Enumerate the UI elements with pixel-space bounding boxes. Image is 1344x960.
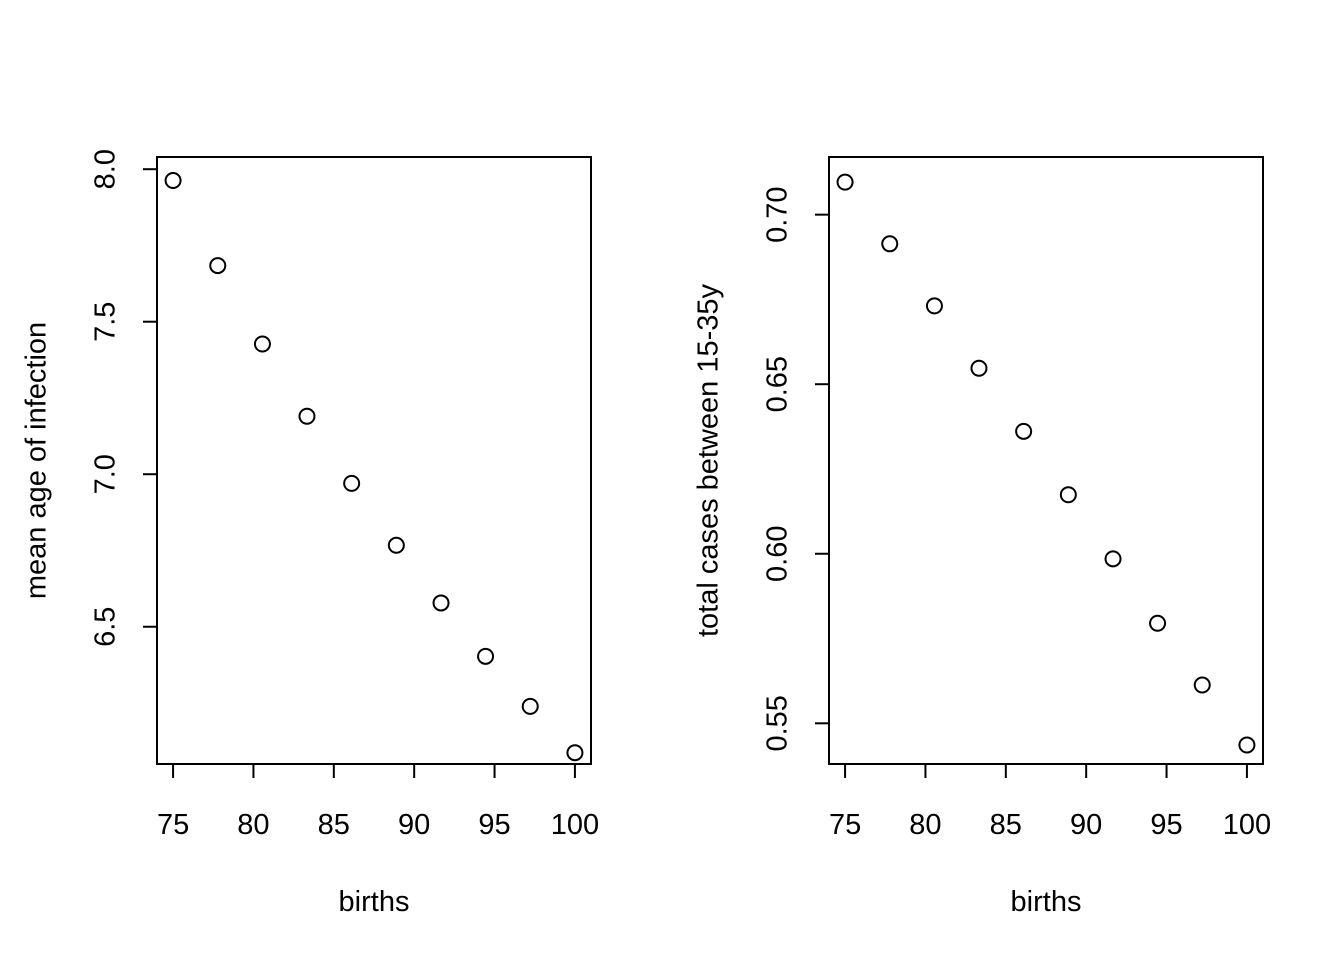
- x-tick-label: 90: [1070, 809, 1102, 841]
- data-point: [881, 235, 899, 253]
- data-point: [1015, 422, 1033, 440]
- y-tick-label: 7.5: [90, 302, 122, 342]
- data-point: [253, 335, 271, 353]
- data-point: [1104, 550, 1122, 568]
- x-tick-label: 80: [909, 809, 941, 841]
- data-point: [432, 594, 450, 612]
- x-axis-label: births: [1011, 886, 1082, 918]
- data-point: [521, 697, 539, 715]
- x-tick-label: 75: [829, 809, 861, 841]
- x-tick-label: 100: [551, 809, 599, 841]
- y-axis-label: total cases between 15-35y: [693, 283, 725, 637]
- data-point: [1149, 614, 1167, 632]
- x-axis-label: births: [339, 886, 410, 918]
- y-tick-label: 0.70: [762, 186, 794, 242]
- right-scatter-plot: 75 80 85 90 95 100 0.55 0.60 0.65 0.70 births total…: [693, 156, 1271, 918]
- data-point: [477, 647, 495, 665]
- x-tick-label: 95: [1150, 809, 1182, 841]
- data-point: [164, 171, 182, 189]
- plot-frame: [156, 156, 592, 765]
- y-tick-label: 8.0: [90, 149, 122, 189]
- data-point: [387, 536, 405, 554]
- y-tick-label: 0.60: [762, 526, 794, 582]
- plot-frame: [828, 156, 1264, 765]
- x-tick-label: 85: [318, 809, 350, 841]
- y-tick-label: 0.65: [762, 356, 794, 412]
- data-point: [343, 474, 361, 492]
- x-tick-label: 95: [478, 809, 510, 841]
- x-tick-label: 85: [990, 809, 1022, 841]
- data-point: [566, 744, 584, 762]
- data-point: [1238, 736, 1256, 754]
- left-scatter-plot: 75 80 85 90 95 100 6.5 7.0 7.5 8.0 births mean age …: [21, 149, 599, 918]
- data-point: [836, 173, 854, 191]
- y-axis-label: mean age of infection: [21, 322, 53, 599]
- data-point: [209, 257, 227, 275]
- data-point: [298, 407, 316, 425]
- data-point: [925, 297, 943, 315]
- y-tick-label: 0.55: [762, 695, 794, 751]
- data-point: [1193, 676, 1211, 694]
- y-tick-label: 7.0: [90, 454, 122, 494]
- data-point: [970, 359, 988, 377]
- x-tick-label: 90: [398, 809, 430, 841]
- x-tick-label: 80: [237, 809, 269, 841]
- data-point: [1059, 486, 1077, 504]
- x-tick-label: 100: [1223, 809, 1271, 841]
- y-tick-label: 6.5: [90, 607, 122, 647]
- x-tick-label: 75: [157, 809, 189, 841]
